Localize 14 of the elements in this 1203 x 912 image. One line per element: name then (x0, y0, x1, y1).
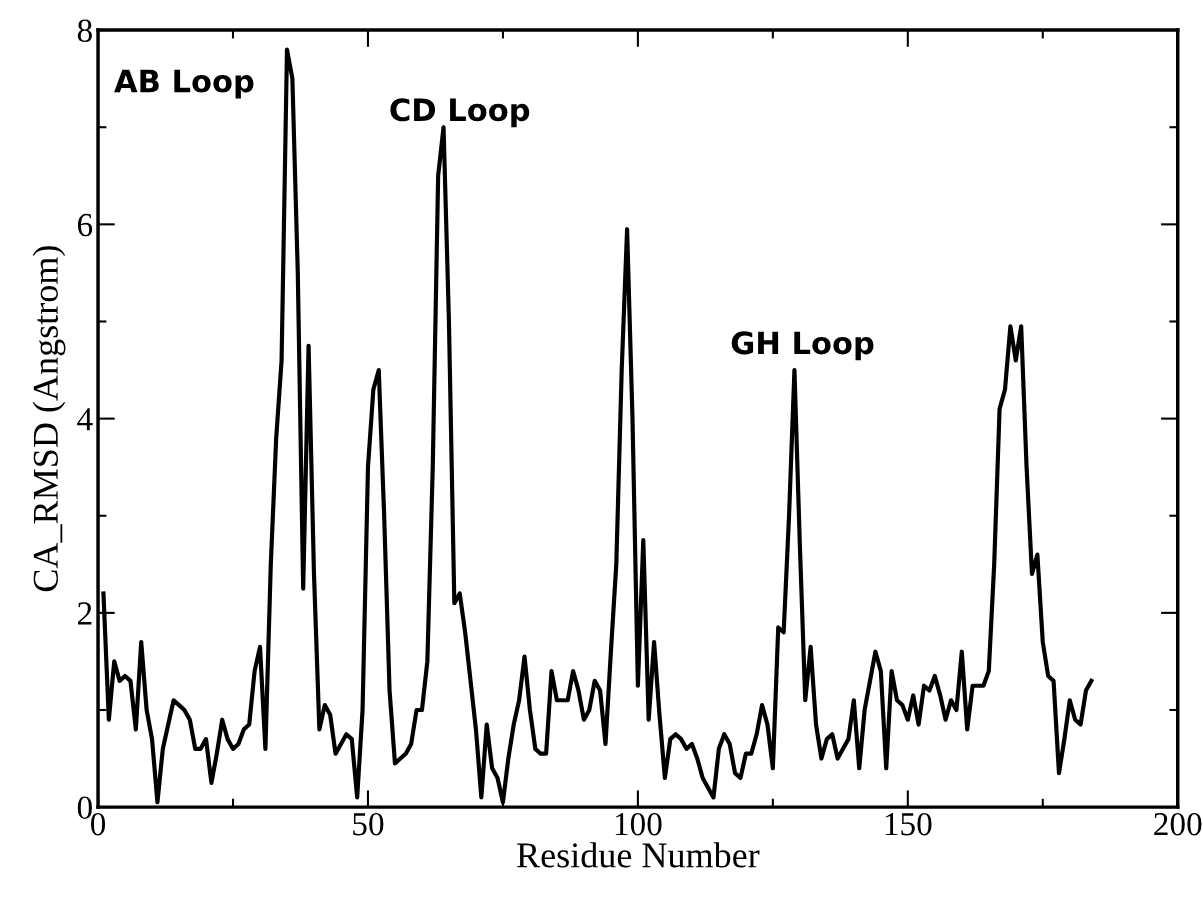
x-tick-label: 200 (1154, 812, 1202, 836)
x-tick-label: 150 (885, 812, 932, 836)
y-tick-label: 0 (77, 796, 92, 820)
y-axis-title: CA_RMSD (Angstrom) (32, 246, 66, 592)
y-tick-label: 4 (77, 408, 93, 431)
annotation: AB Loop (114, 69, 254, 99)
annotation: GH Loop (731, 331, 874, 361)
y-tick-label: 6 (77, 213, 93, 237)
annotation: CD Loop (390, 98, 530, 128)
x-axis-title: Residue Number (517, 842, 760, 868)
x-tick-label: 100 (615, 812, 662, 836)
y-tick-label: 2 (77, 602, 92, 625)
x-tick-label: 50 (353, 812, 384, 836)
y-tick-label: 8 (77, 19, 92, 42)
